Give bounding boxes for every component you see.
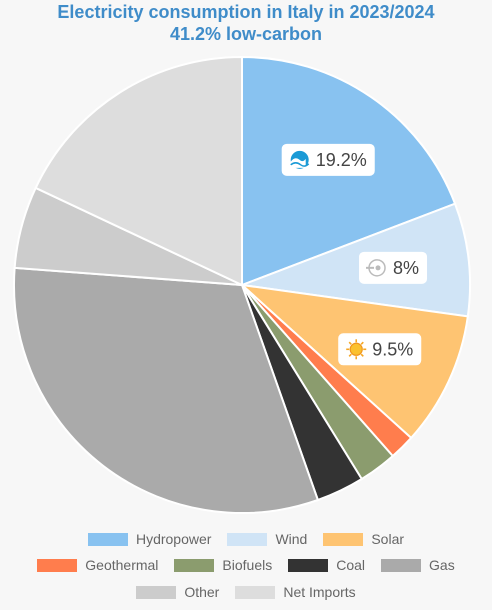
chart-title: Electricity consumption in Italy in 2023… bbox=[57, 2, 435, 22]
pie-slice-net-imports bbox=[34, 55, 243, 287]
legend-label: Biofuels bbox=[222, 557, 273, 573]
legend-label: Geothermal bbox=[85, 557, 159, 573]
wind-turbine-icon bbox=[366, 259, 386, 277]
legend-swatch bbox=[136, 585, 177, 599]
legend-item-geothermal[interactable]: Geothermal bbox=[37, 557, 158, 573]
legend-item-wind[interactable]: Wind bbox=[227, 531, 307, 547]
data-label-text-solar: 9.5% bbox=[372, 339, 413, 359]
data-label-solar: 9.5% bbox=[338, 333, 422, 366]
legend-label: Coal bbox=[336, 557, 366, 573]
legend-swatch bbox=[174, 558, 215, 572]
legend-row: Other Net Imports bbox=[0, 582, 492, 602]
chart-subtitle: 41.2% low-carbon bbox=[169, 24, 323, 44]
legend-row: Geothermal Biofuels Coal Gas bbox=[0, 555, 492, 575]
legend-swatch bbox=[323, 532, 364, 546]
data-label-text-hydropower: 19.2% bbox=[316, 150, 367, 170]
legend-item-biofuels[interactable]: Biofuels bbox=[174, 557, 272, 573]
legend-item-coal[interactable]: Coal bbox=[288, 557, 365, 573]
legend-item-hydropower[interactable]: Hydropower bbox=[87, 531, 212, 547]
water-wave-icon bbox=[290, 150, 310, 169]
legend-item-gas[interactable]: Gas bbox=[381, 557, 455, 573]
legend-label: Wind bbox=[275, 531, 308, 547]
pie-slice-gas bbox=[13, 266, 320, 514]
data-label-text-wind: 8% bbox=[393, 258, 419, 278]
pie-slice-wind bbox=[241, 202, 471, 318]
legend-item-other[interactable]: Other bbox=[136, 584, 219, 600]
legend-swatch bbox=[227, 532, 268, 546]
legend-label: Gas bbox=[429, 557, 455, 573]
legend-row: Hydropower Wind Solar bbox=[0, 529, 492, 549]
legend-item-solar[interactable]: Solar bbox=[323, 531, 404, 547]
legend-label: Other bbox=[184, 584, 220, 600]
legend-swatch bbox=[288, 558, 329, 572]
legend-label: Net Imports bbox=[283, 584, 356, 600]
legend-label: Hydropower bbox=[135, 531, 212, 547]
data-label-hydropower: 19.2% bbox=[281, 143, 375, 176]
legend-swatch bbox=[87, 532, 128, 546]
legend-swatch bbox=[381, 558, 422, 572]
legend-swatch bbox=[235, 585, 276, 599]
legend-item-net-imports[interactable]: Net Imports bbox=[235, 584, 356, 600]
data-label-wind: 8% bbox=[359, 251, 428, 284]
sun-icon bbox=[346, 339, 367, 360]
legend-label: Solar bbox=[371, 531, 405, 547]
legend-swatch bbox=[37, 558, 78, 572]
